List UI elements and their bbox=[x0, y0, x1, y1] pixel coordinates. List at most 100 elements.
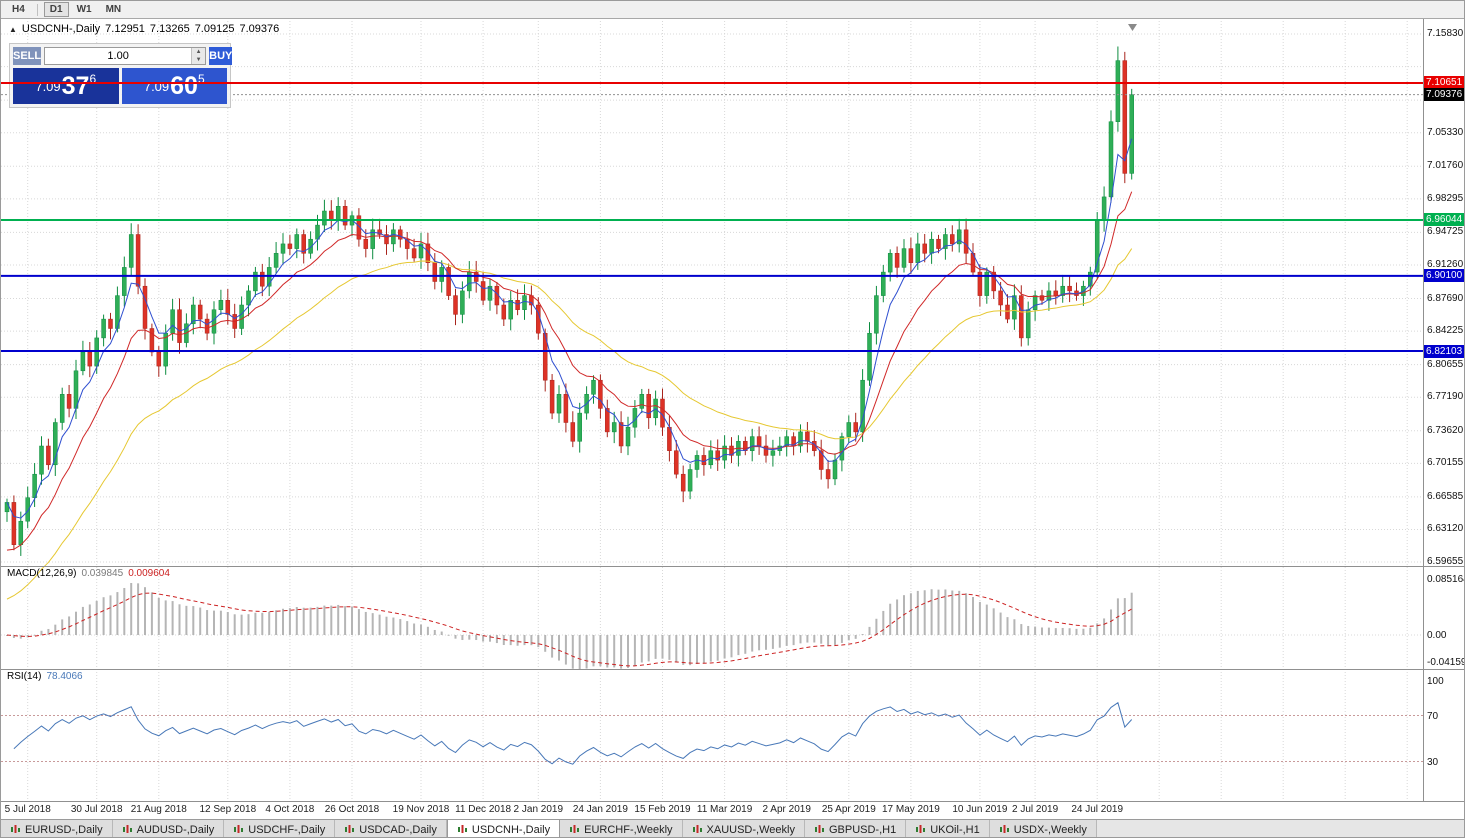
ohlc-high: 7.13265 bbox=[149, 23, 190, 35]
chart-tab[interactable]: USDX-,Weekly bbox=[989, 820, 1097, 837]
date-axis-label: 5 Jul 2018 bbox=[4, 804, 51, 815]
ma-slow-line bbox=[6, 248, 1133, 600]
hline-price-box: 6.90100 bbox=[1424, 269, 1464, 283]
macd-name: MACD(12,26,9) bbox=[7, 568, 77, 579]
last-price-box: 7.09376 bbox=[1424, 88, 1464, 102]
ma-mid-line bbox=[6, 191, 1133, 551]
chart-tab[interactable]: XAUUSD-,Weekly bbox=[682, 820, 805, 837]
tab-label: USDCAD-,Daily bbox=[359, 823, 437, 836]
date-axis-label: 19 Nov 2018 bbox=[392, 804, 450, 815]
tab-label: USDCHF-,Daily bbox=[248, 823, 326, 836]
date-axis-label: 10 Jun 2019 bbox=[952, 804, 1008, 815]
macd-label: MACD(12,26,9) 0.039845 0.009604 bbox=[7, 568, 170, 579]
price-axis-label: 7.05330 bbox=[1427, 126, 1464, 138]
horizontal-object-lines[interactable] bbox=[1, 218, 1423, 353]
sell-button[interactable]: SELL bbox=[13, 47, 42, 65]
date-axis-label: 12 Sep 2018 bbox=[199, 804, 257, 815]
date-axis-label: 15 Feb 2019 bbox=[634, 804, 691, 815]
price-axis-label: 6.77190 bbox=[1427, 391, 1464, 403]
tab-chart-icon bbox=[814, 824, 825, 835]
tab-chart-icon bbox=[692, 824, 703, 835]
sell-price-tile[interactable]: 7.09 37 6 bbox=[13, 68, 119, 104]
ohlc-low: 7.09125 bbox=[194, 23, 235, 35]
tab-chart-icon bbox=[10, 824, 21, 835]
date-axis-label: 2 Jan 2019 bbox=[513, 804, 564, 815]
one-click-trading-panel: SELL ▲ ▼ BUY 7.09 37 6 7.09 60 5 bbox=[9, 43, 233, 108]
buy-price-pips: 60 bbox=[170, 71, 198, 100]
chart-tab[interactable]: GBPUSD-,H1 bbox=[804, 820, 907, 837]
chart-tab-bar: EURUSD-,Daily AUDUSD-,Daily USDCHF-,Daily U… bbox=[1, 819, 1464, 837]
tab-chart-icon bbox=[122, 824, 133, 835]
panel-splitter[interactable] bbox=[1, 566, 1464, 567]
tab-label: EURUSD-,Daily bbox=[25, 823, 103, 836]
price-axis-separator[interactable] bbox=[1423, 19, 1424, 801]
price-axis-label: 6.63120 bbox=[1427, 523, 1464, 535]
panel-splitter[interactable] bbox=[1, 669, 1464, 670]
price-axis-label: 6.91260 bbox=[1427, 258, 1464, 270]
collapse-arrow-icon: ▲ bbox=[9, 24, 17, 34]
ohlc-close: 7.09376 bbox=[239, 23, 280, 35]
buy-button[interactable]: BUY bbox=[209, 47, 233, 65]
volume-input[interactable] bbox=[45, 48, 192, 64]
chart-tab[interactable]: USDCHF-,Daily bbox=[224, 820, 336, 837]
price-axis-label: 6.66585 bbox=[1427, 490, 1464, 502]
hline-price-box: 7.10651 bbox=[1424, 76, 1464, 90]
tab-label: GBPUSD-,H1 bbox=[828, 823, 897, 836]
timeframe-button-h4[interactable]: H4 bbox=[12, 4, 25, 15]
buy-price-tile[interactable]: 7.09 60 5 bbox=[121, 68, 227, 104]
chart-tab[interactable]: EURUSD-,Daily bbox=[1, 820, 113, 837]
macd-signal-line bbox=[6, 592, 1132, 667]
price-axis-label: 6.59655 bbox=[1427, 556, 1464, 568]
toolbar-separator bbox=[36, 3, 38, 16]
timeframe-button-d1[interactable]: D1 bbox=[43, 2, 69, 17]
tab-label: UKOil-,H1 bbox=[930, 823, 980, 836]
price-axis-label: 6.87690 bbox=[1427, 292, 1464, 304]
timeframe-toolbar: H4 D1 W1 MN bbox=[1, 1, 1464, 19]
chart-tab[interactable]: UKOil-,H1 bbox=[906, 820, 990, 837]
chart-tab[interactable]: USDCAD-,Daily bbox=[335, 820, 447, 837]
price-axis-label: 6.70155 bbox=[1427, 457, 1464, 469]
sell-price-point: 6 bbox=[89, 72, 97, 86]
timeframe-button-w1[interactable]: W1 bbox=[76, 4, 92, 15]
volume-spinner: ▲ ▼ bbox=[191, 48, 206, 64]
buy-price-point: 5 bbox=[197, 72, 205, 86]
chart-tab[interactable]: USDCNH-,Daily bbox=[446, 820, 561, 837]
macd-axis-label: 0.00 bbox=[1427, 630, 1447, 641]
macd-histogram bbox=[6, 583, 1133, 670]
resistance-hline[interactable] bbox=[1, 81, 1423, 84]
date-axis-label: 21 Aug 2018 bbox=[130, 804, 187, 815]
tab-label: EURCHF-,Weekly bbox=[584, 823, 673, 836]
date-axis-label: 11 Mar 2019 bbox=[696, 804, 753, 815]
macd-value-main: 0.039845 bbox=[81, 568, 124, 579]
price-axis-label: 7.15830 bbox=[1427, 28, 1464, 39]
hline-price-box: 6.96044 bbox=[1424, 213, 1464, 227]
volume-up-icon[interactable]: ▲ bbox=[192, 48, 206, 56]
chart-tab[interactable]: EURCHF-,Weekly bbox=[560, 820, 683, 837]
rsi-line bbox=[13, 701, 1133, 765]
date-axis-label: 25 Apr 2019 bbox=[821, 804, 876, 815]
rsi-axis-label: 70 bbox=[1427, 710, 1439, 722]
tab-label: USDCNH-,Daily bbox=[471, 823, 551, 836]
macd-value-signal: 0.009604 bbox=[128, 568, 170, 579]
candlestick-series bbox=[4, 46, 1134, 556]
macd-axis-label: 0.085164 bbox=[1427, 574, 1465, 586]
ohlc-open: 7.12951 bbox=[105, 23, 145, 35]
chart-tab[interactable]: AUDUSD-,Daily bbox=[112, 820, 225, 837]
date-axis-label: 2 Jul 2019 bbox=[1012, 804, 1059, 815]
rsi-axis-label: 100 bbox=[1427, 676, 1444, 687]
tab-chart-icon bbox=[344, 824, 355, 835]
date-axis-label: 24 Jan 2019 bbox=[572, 804, 628, 815]
date-axis-label: 11 Dec 2018 bbox=[455, 804, 512, 815]
price-axis-label: 6.80655 bbox=[1427, 358, 1464, 370]
rsi-label: RSI(14) 78.4066 bbox=[7, 671, 83, 682]
timeframe-button-mn[interactable]: MN bbox=[105, 4, 122, 15]
date-axis-label: 4 Oct 2018 bbox=[265, 804, 315, 815]
date-axis-label: 30 Jul 2018 bbox=[70, 804, 123, 815]
grid bbox=[1, 21, 1423, 801]
shift-marker[interactable] bbox=[1128, 24, 1137, 31]
date-axis-label: 17 May 2019 bbox=[881, 804, 940, 815]
volume-down-icon[interactable]: ▼ bbox=[192, 56, 206, 64]
price-axis-label: 6.73620 bbox=[1427, 424, 1464, 436]
